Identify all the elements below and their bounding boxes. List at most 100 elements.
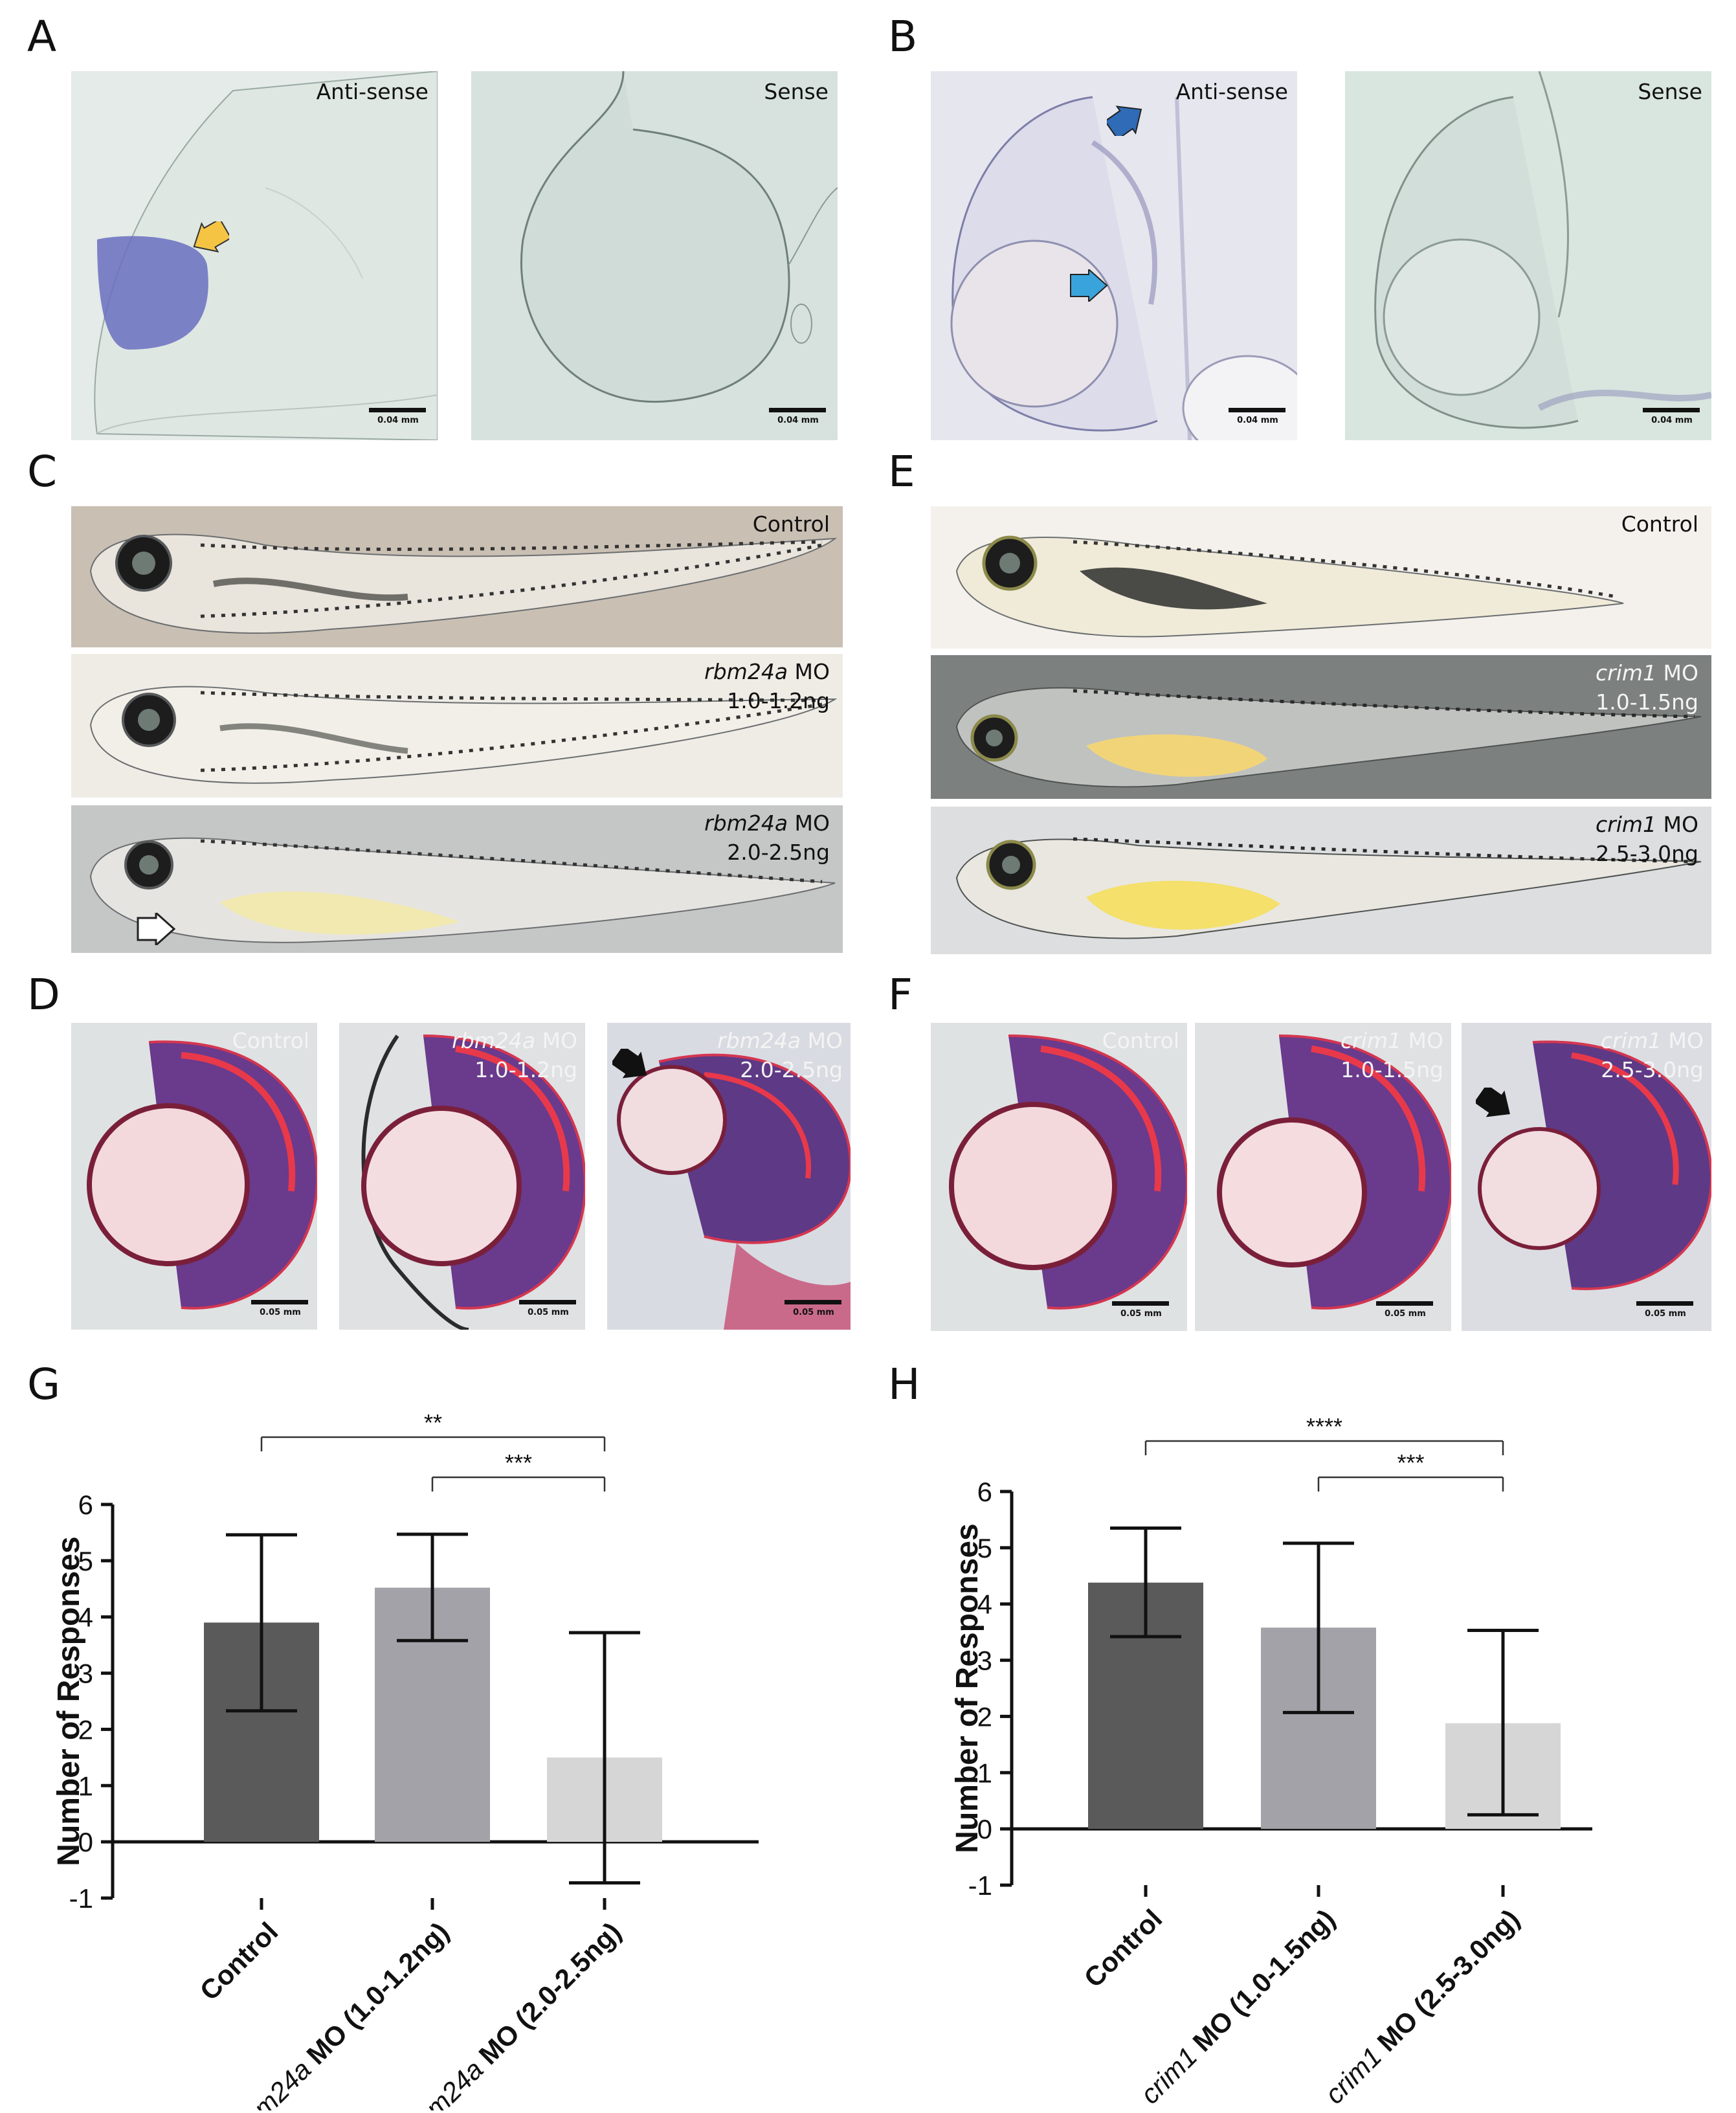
panel-d-mo-high-scale-label: 0.05 mm	[793, 1308, 834, 1317]
panel-e-control-larva: Control	[931, 506, 1711, 649]
panel-label-a: A	[27, 12, 57, 61]
panel-a-antisense-label: Anti-sense	[316, 79, 428, 104]
panel-e-mo-low-label: crim1 MO 1.0-1.5ng	[1596, 659, 1698, 717]
y-tick-label: 4	[977, 1589, 992, 1620]
panel-f-mo-high-histology: crim1 MO 2.5-3.0ng 0.05 mm	[1462, 1023, 1711, 1331]
sense-eye-section-graphic	[1374, 71, 1711, 429]
larva-graphic	[89, 837, 836, 943]
eye-histology-graphic	[361, 1034, 585, 1330]
larva-graphic	[955, 837, 1702, 939]
yellow-arrow-icon	[193, 221, 229, 253]
category-rest: MO (1.0-1.5ng)	[1181, 1903, 1341, 2063]
eye-histology-graphic	[617, 1053, 851, 1330]
panel-d-mo-high-label: rbm24a MO 2.0-2.5ng	[717, 1027, 843, 1084]
panel-b-antisense-image: Anti-sense 0.04 mm	[931, 71, 1297, 440]
mo-word: MO	[794, 659, 830, 684]
sense-section-graphic	[520, 71, 838, 403]
panel-d-mo-high-histology: rbm24a MO 2.0-2.5ng 0.05 mm	[607, 1023, 851, 1330]
panel-f-control-scale-label: 0.05 mm	[1120, 1309, 1162, 1319]
panel-label-b: B	[888, 12, 918, 61]
y-tick-label: 5	[977, 1533, 992, 1563]
y-tick-label: 2	[78, 1714, 93, 1745]
y-tick-label: 3	[78, 1659, 93, 1689]
x-category-label: crim1 MO (1.0-1.5ng)	[1135, 1903, 1341, 2110]
dose-label: 1.0-1.5ng	[1596, 689, 1698, 715]
panel-f-control-histology: Control 0.05 mm	[931, 1023, 1187, 1331]
panel-a-sense-image: Sense 0.04 mm	[471, 71, 838, 440]
significance-stars: ***	[1397, 1449, 1424, 1476]
y-tick-label: 0	[78, 1827, 93, 1857]
category-rest: MO (1.0-1.2ng)	[295, 1916, 454, 2075]
panel-label-g: G	[27, 1359, 61, 1409]
larva-graphic	[89, 686, 838, 784]
x-category-label: Control	[1078, 1903, 1168, 1993]
panel-c-mo-high-label: rbm24a MO 2.0-2.5ng	[704, 809, 830, 867]
panel-d-control-scale-label: 0.05 mm	[260, 1308, 301, 1317]
dark-blue-arrow-icon	[1107, 106, 1142, 136]
light-blue-arrow-icon	[1070, 269, 1108, 302]
mo-word: MO	[1408, 1028, 1443, 1053]
gene-name: crim1	[1596, 660, 1657, 686]
panel-label-d: D	[27, 970, 60, 1020]
panel-e-control-label: Control	[1621, 511, 1698, 537]
category-rest: MO (2.0-2.5ng)	[467, 1916, 627, 2075]
antisense-section-graphic	[94, 71, 438, 440]
eye-histology-graphic	[1217, 1034, 1451, 1310]
eye-histology-graphic	[949, 1034, 1187, 1310]
y-tick-label: 2	[977, 1701, 992, 1732]
dose-label: 2.5-3.0ng	[1596, 840, 1698, 866]
black-arrow-icon	[1476, 1088, 1510, 1117]
panel-e-mo-high-larva: crim1 MO 2.5-3.0ng	[931, 807, 1711, 954]
y-tick-label: 3	[977, 1646, 992, 1676]
dose-label: 2.5-3.0ng	[1601, 1056, 1704, 1082]
category-rest: Control	[1078, 1903, 1168, 1993]
black-arrow-icon	[612, 1049, 647, 1079]
larva-graphic	[955, 535, 1624, 638]
dose-label: 2.0-2.5ng	[740, 1056, 843, 1082]
panel-d-mo-low-scale-bar	[519, 1300, 576, 1304]
panel-f-control-scale-bar	[1112, 1301, 1169, 1306]
antisense-eye-section-graphic	[950, 96, 1297, 440]
panel-b-antisense-label: Anti-sense	[1175, 79, 1288, 104]
dose-label: 1.0-1.2ng	[474, 1056, 577, 1082]
mo-word: MO	[1663, 660, 1698, 686]
panel-f-mo-high-scale-label: 0.05 mm	[1645, 1309, 1686, 1319]
panel-d-mo-low-histology: rbm24a MO 1.0-1.2ng 0.05 mm	[339, 1023, 585, 1330]
panel-b-sense-image: Sense 0.04 mm	[1345, 71, 1711, 440]
y-tick-label: 1	[78, 1771, 93, 1801]
significance-stars: ****	[1306, 1413, 1342, 1440]
mo-word: MO	[1663, 812, 1698, 837]
y-tick-label: 4	[78, 1602, 93, 1633]
panel-b-sense-scale-label: 0.04 mm	[1651, 416, 1693, 425]
y-tick-label: 6	[977, 1477, 992, 1507]
y-axis-title: Number of Responses	[950, 1523, 985, 1853]
gene-name: rbm24a	[717, 1028, 801, 1053]
panel-c-control-larva: Control	[71, 506, 843, 647]
panel-a-scale-label: 0.04 mm	[377, 416, 419, 425]
panel-c-mo-low-label: rbm24a MO 1.0-1.2ng	[704, 658, 830, 715]
eye-histology-graphic	[87, 1040, 317, 1310]
panel-e-mo-low-larva: crim1 MO 1.0-1.5ng	[931, 655, 1711, 799]
gene-name: rbm24a	[704, 811, 788, 836]
significance-stars: **	[424, 1409, 442, 1436]
white-arrow-icon	[137, 913, 176, 945]
category-rest: MO (2.5-3.0ng)	[1366, 1903, 1525, 2063]
y-tick-label: 1	[977, 1758, 992, 1788]
panel-e-mo-high-label: crim1 MO 2.5-3.0ng	[1596, 811, 1698, 868]
y-tick-label: 0	[977, 1814, 992, 1844]
mo-word: MO	[542, 1028, 577, 1053]
larva-graphic	[89, 533, 838, 634]
eye-histology-graphic	[1478, 1040, 1711, 1290]
panel-label-e: E	[888, 447, 915, 497]
x-category-label: crim1 MO (2.5-3.0ng)	[1319, 1903, 1526, 2110]
y-tick-label: 5	[78, 1546, 93, 1576]
mo-word: MO	[807, 1028, 843, 1053]
panel-d-mo-high-scale-bar	[785, 1300, 841, 1304]
panel-c-mo-high-larva: rbm24a MO 2.0-2.5ng	[71, 805, 843, 953]
mo-word: MO	[1668, 1028, 1704, 1053]
y-axis-title: Number of Responses	[52, 1536, 86, 1866]
dose-label: 1.0-1.2ng	[727, 688, 830, 713]
panel-f-mo-low-label: crim1 MO 1.0-1.5ng	[1341, 1027, 1443, 1084]
